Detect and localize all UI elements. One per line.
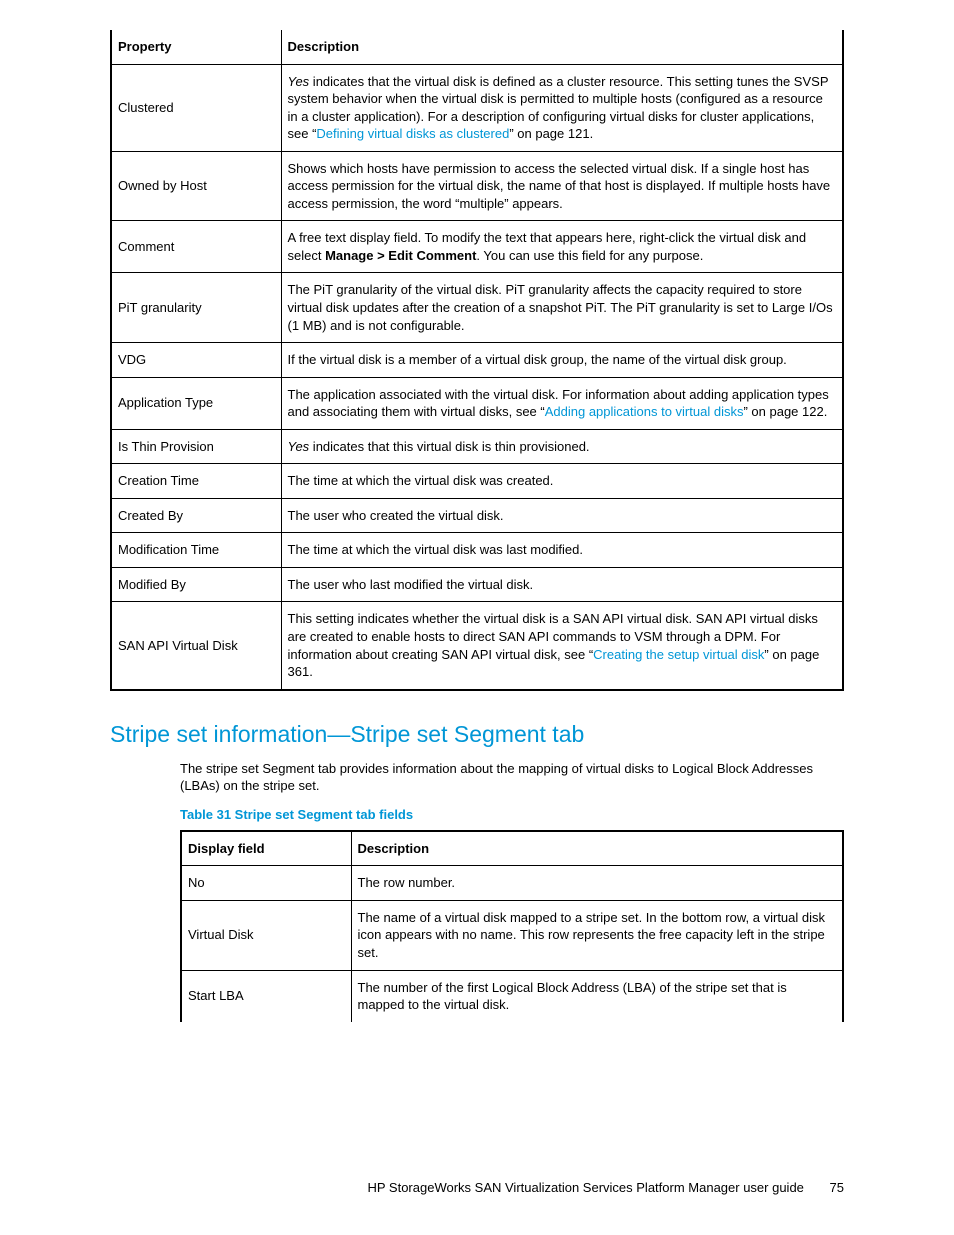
header-property: Property <box>111 30 281 64</box>
link-text[interactable]: Defining virtual disks as clustered <box>316 126 509 141</box>
table-row: Is Thin Provision Yes indicates that thi… <box>111 429 843 464</box>
table-row: Modification Time The time at which the … <box>111 533 843 568</box>
page-number: 75 <box>830 1180 844 1195</box>
description-cell: The PiT granularity of the virtual disk.… <box>281 273 843 343</box>
property-cell: SAN API Virtual Disk <box>111 602 281 690</box>
table-row: Clustered Yes indicates that the virtual… <box>111 64 843 151</box>
property-cell: Application Type <box>111 377 281 429</box>
field-cell: Start LBA <box>181 970 351 1022</box>
table-row: PiT granularity The PiT granularity of t… <box>111 273 843 343</box>
table-row: VDG If the virtual disk is a member of a… <box>111 343 843 378</box>
properties-table: Property Description Clustered Yes indic… <box>110 30 844 691</box>
description-cell: The name of a virtual disk mapped to a s… <box>351 900 843 970</box>
description-cell: The user who created the virtual disk. <box>281 498 843 533</box>
description-cell: The application associated with the virt… <box>281 377 843 429</box>
property-cell: Clustered <box>111 64 281 151</box>
table-row: No The row number. <box>181 866 843 901</box>
link-text[interactable]: Adding applications to virtual disks <box>545 404 744 419</box>
description-cell: Yes indicates that the virtual disk is d… <box>281 64 843 151</box>
footer-title: HP StorageWorks SAN Virtualization Servi… <box>367 1180 803 1195</box>
link-text[interactable]: Creating the setup virtual disk <box>593 647 764 662</box>
text: . You can use this field for any purpose… <box>476 248 703 263</box>
italic-text: Yes <box>288 74 310 89</box>
property-cell: Modification Time <box>111 533 281 568</box>
italic-text: Yes <box>288 439 310 454</box>
header-description: Description <box>281 30 843 64</box>
text: indicates that this virtual disk is thin… <box>309 439 589 454</box>
description-cell: The time at which the virtual disk was l… <box>281 533 843 568</box>
table-row: Start LBA The number of the first Logica… <box>181 970 843 1022</box>
description-cell: The time at which the virtual disk was c… <box>281 464 843 499</box>
description-cell: The row number. <box>351 866 843 901</box>
segment-fields-table: Display field Description No The row num… <box>180 830 844 1022</box>
header-description: Description <box>351 831 843 866</box>
property-cell: Modified By <box>111 567 281 602</box>
text: ” on page 122. <box>743 404 827 419</box>
property-cell: Is Thin Provision <box>111 429 281 464</box>
table-row: Virtual Disk The name of a virtual disk … <box>181 900 843 970</box>
section-heading: Stripe set information—Stripe set Segmen… <box>110 721 844 748</box>
description-cell: The user who last modified the virtual d… <box>281 567 843 602</box>
property-cell: VDG <box>111 343 281 378</box>
description-cell: This setting indicates whether the virtu… <box>281 602 843 690</box>
property-cell: Created By <box>111 498 281 533</box>
table-row: Application Type The application associa… <box>111 377 843 429</box>
section-paragraph: The stripe set Segment tab provides info… <box>110 760 844 795</box>
field-cell: No <box>181 866 351 901</box>
field-cell: Virtual Disk <box>181 900 351 970</box>
description-cell: The number of the first Logical Block Ad… <box>351 970 843 1022</box>
page: Property Description Clustered Yes indic… <box>0 0 954 1235</box>
page-footer: HP StorageWorks SAN Virtualization Servi… <box>367 1180 844 1195</box>
text: ” on page 121. <box>509 126 593 141</box>
table-header-row: Display field Description <box>181 831 843 866</box>
table-row: SAN API Virtual Disk This setting indica… <box>111 602 843 690</box>
table-row: Comment A free text display field. To mo… <box>111 221 843 273</box>
description-cell: A free text display field. To modify the… <box>281 221 843 273</box>
property-cell: Owned by Host <box>111 151 281 221</box>
property-cell: PiT granularity <box>111 273 281 343</box>
property-cell: Comment <box>111 221 281 273</box>
table-row: Created By The user who created the virt… <box>111 498 843 533</box>
property-cell: Creation Time <box>111 464 281 499</box>
table-header-row: Property Description <box>111 30 843 64</box>
table-row: Owned by Host Shows which hosts have per… <box>111 151 843 221</box>
table-row: Modified By The user who last modified t… <box>111 567 843 602</box>
table-caption: Table 31 Stripe set Segment tab fields <box>110 807 844 822</box>
description-cell: Shows which hosts have permission to acc… <box>281 151 843 221</box>
table-row: Creation Time The time at which the virt… <box>111 464 843 499</box>
description-cell: Yes indicates that this virtual disk is … <box>281 429 843 464</box>
description-cell: If the virtual disk is a member of a vir… <box>281 343 843 378</box>
bold-text: Manage > Edit Comment <box>325 248 476 263</box>
header-display-field: Display field <box>181 831 351 866</box>
